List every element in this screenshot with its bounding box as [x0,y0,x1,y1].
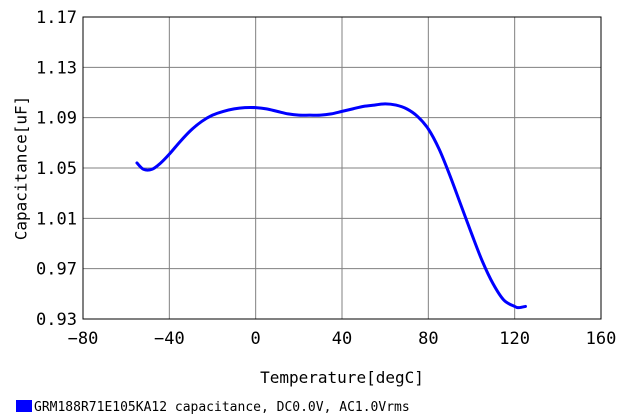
y-axis-label: Capacitance[uF] [12,96,31,241]
y-tick-label: 1.13 [36,58,77,78]
x-tick-label: 120 [499,329,530,349]
y-tick-label: 1.05 [36,159,77,179]
y-tick-labels: 0.93 0.97 1.01 1.05 1.09 1.13 1.17 [36,8,77,330]
series-line [135,102,527,310]
y-tick-label: 1.17 [36,8,77,28]
x-tick-labels: −80 −40 0 40 80 120 160 [68,329,617,349]
y-tick-label: 1.01 [36,209,77,229]
y-tick-label: 0.97 [36,260,77,280]
plot-frame [82,16,602,320]
x-tick-label: −40 [154,329,185,349]
x-axis-label: Temperature[degC] [260,368,424,387]
x-tick-label: 160 [586,329,617,349]
legend-swatch [16,400,32,412]
grid-lines [83,17,601,319]
y-tick-label: 1.09 [36,109,77,129]
legend-entry: GRM188R71E105KA12 capacitance, DC0.0V, A… [34,400,410,415]
x-tick-label: −80 [68,329,99,349]
x-tick-label: 40 [332,329,352,349]
y-tick-label: 0.93 [36,310,77,330]
x-tick-label: 80 [418,329,438,349]
x-tick-label: 0 [251,329,261,349]
